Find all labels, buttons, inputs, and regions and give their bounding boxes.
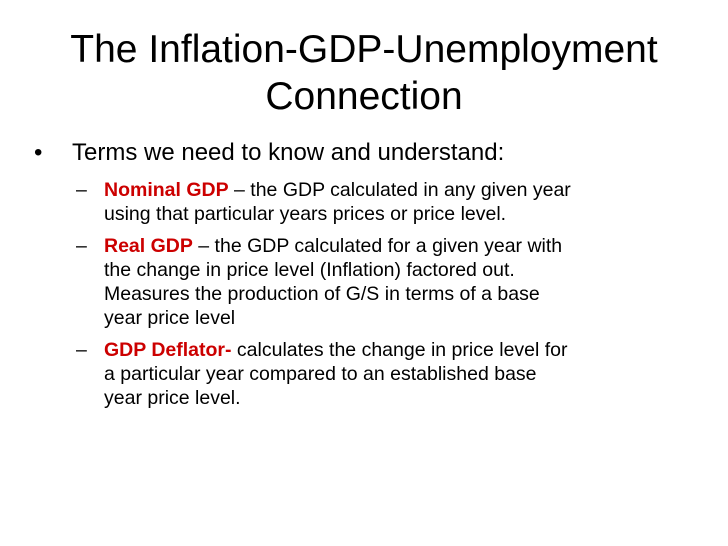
term-definition-continued: the change in price level (Inflation) fa… [104,259,515,281]
term-definition-continued: Measures the production of G/S in terms … [104,283,540,305]
term-definition-continued: a particular year compared to an establi… [104,363,537,385]
term-name: Nominal GDP [104,179,229,201]
bullet-dot-icon: • [34,139,43,166]
term-item-gdp-deflator: – GDP Deflator- calculates the change in… [76,338,716,410]
term-item-real-gdp: – Real GDP – the GDP calculated for a gi… [76,234,716,330]
term-definition: calculates the change in price level for [231,339,568,361]
dash-icon: – [76,339,87,361]
slide-title-line-1: The Inflation-GDP-Unemployment [70,28,658,71]
term-name: Real GDP [104,235,193,257]
term-definition-continued: year price level [104,307,236,329]
term-line: Nominal GDP – the GDP calculated in any … [104,178,716,202]
term-line: Real GDP – the GDP calculated for a give… [104,234,716,258]
term-definition: – the GDP calculated for a given year wi… [192,235,563,257]
term-name: GDP Deflator- [104,339,232,361]
terms-list: – Nominal GDP – the GDP calculated in an… [76,178,716,418]
slide-title-line-2: Connection [265,75,463,118]
slide-title: The Inflation-GDP-Unemployment Connectio… [36,26,692,120]
term-definition: – the GDP calculated in any given year [228,179,571,201]
term-item-nominal-gdp: – Nominal GDP – the GDP calculated in an… [76,178,716,226]
term-definition-continued: year price level. [104,387,241,409]
term-line: GDP Deflator- calculates the change in p… [104,338,716,362]
dash-icon: – [76,179,87,201]
term-definition-continued: using that particular years prices or pr… [104,203,507,225]
dash-icon: – [76,235,87,257]
intro-text: Terms we need to know and understand: [72,139,505,166]
